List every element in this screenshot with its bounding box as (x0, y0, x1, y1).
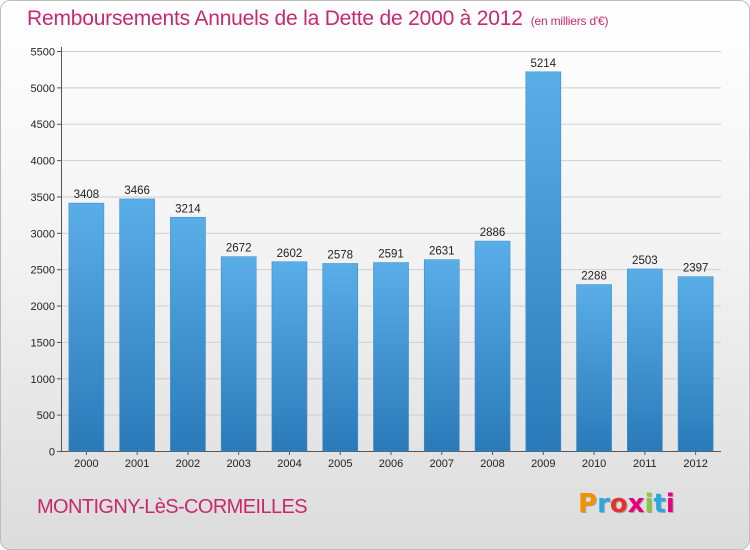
bar-chart: 0 500 1000 1500 2000 2500 3000 3500 4000 4500 5000… (31, 47, 721, 471)
commune-name: MONTIGNY-LèS-CORMEILLES (37, 496, 308, 518)
x-tick-label: 2011 (633, 458, 657, 470)
bar-2008 (474, 240, 511, 452)
bar-2005 (322, 263, 359, 452)
logo-letter: t (653, 489, 666, 519)
bar-2007 (423, 259, 460, 452)
bar-2012 (677, 276, 714, 452)
y-tick-label: 500 (37, 410, 55, 422)
data-label-2004: 2602 (277, 248, 303, 260)
bar-2002 (170, 216, 206, 452)
bar-2000 (68, 202, 105, 452)
y-tick-label: 1000 (31, 374, 55, 386)
data-label-2001: 3466 (124, 185, 150, 197)
data-label-2000: 3408 (74, 189, 100, 201)
axes (57, 47, 721, 455)
x-tick-label: 2009 (531, 458, 555, 470)
data-label-2002: 3214 (175, 203, 201, 215)
x-tick-label: 2000 (74, 458, 98, 470)
logo-letter: r (597, 489, 610, 519)
x-tick-label: 2010 (582, 458, 606, 470)
bar-2010 (576, 284, 612, 452)
bar-2001 (119, 198, 155, 452)
data-label-2003: 2672 (226, 243, 252, 255)
data-label-2006: 2591 (378, 249, 404, 261)
x-tick-label: 2008 (480, 458, 504, 470)
logo-letter: x (627, 489, 645, 519)
x-tick-label: 2001 (125, 458, 149, 470)
labels: 0 500 1000 1500 2000 2500 3000 3500 4000 4500 5000… (31, 47, 709, 471)
data-label-2007: 2631 (429, 246, 455, 258)
chart-title: Remboursements Annuels de la Dette de 20… (27, 7, 608, 31)
y-tick-label: 4500 (31, 119, 55, 131)
data-label-2005: 2578 (327, 250, 353, 262)
x-tick-label: 2004 (277, 458, 301, 470)
chart-subtitle: (en milliers d'€) (530, 14, 609, 28)
x-tick-label: 2005 (328, 458, 352, 470)
data-label-2012: 2397 (683, 263, 709, 275)
logo-letter: o (609, 489, 628, 519)
y-tick-label: 3000 (31, 228, 55, 240)
x-tick-label: 2006 (379, 458, 403, 470)
x-tick-label: 2002 (176, 458, 200, 470)
x-tick-label: 2003 (226, 458, 250, 470)
logo-letter: i (644, 489, 654, 519)
y-tick-label: 5000 (31, 83, 55, 95)
logo-letter: i (665, 489, 675, 519)
chart-title-text: Remboursements Annuels de la Dette de 20… (27, 7, 523, 30)
bar-2004 (271, 261, 308, 452)
y-tick-label: 1500 (31, 337, 55, 349)
data-label-2010: 2288 (581, 271, 607, 283)
y-tick-label: 5500 (31, 47, 55, 59)
y-tick-label: 0 (49, 447, 55, 459)
bar-2003 (220, 256, 257, 452)
bar-2006 (373, 262, 409, 452)
x-tick-label: 2007 (430, 458, 454, 470)
x-tick-label: 2012 (683, 458, 707, 470)
bar-2011 (627, 268, 663, 452)
proxiti-logo: Proxiti (578, 489, 675, 519)
data-label-2011: 2503 (632, 255, 658, 267)
data-label-2009: 5214 (531, 58, 557, 70)
y-tick-label: 3500 (31, 192, 55, 204)
y-tick-label: 4000 (31, 156, 55, 168)
y-tick-label: 2000 (31, 301, 55, 313)
y-tick-label: 2500 (31, 265, 55, 277)
bars (68, 71, 714, 452)
bar-2009 (525, 71, 562, 452)
data-label-2008: 2886 (480, 227, 506, 239)
logo-letter: P (578, 489, 598, 519)
